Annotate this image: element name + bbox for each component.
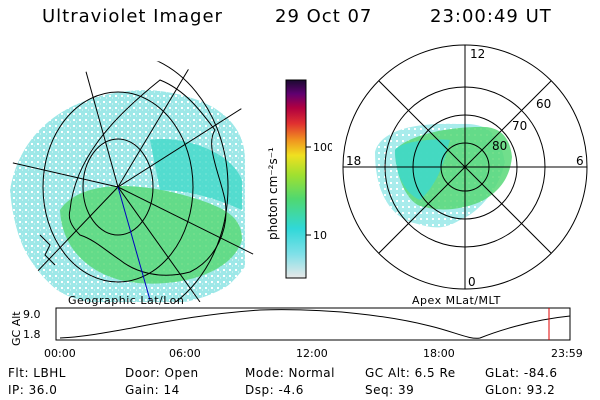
mlt-label-12: 12 (470, 47, 485, 61)
colorbar-tick-10: 10 (313, 229, 327, 242)
glat-value: GLat: -84.6 (485, 366, 558, 380)
polar-mlat-mlt-plot: 12 6 0 18 80 70 60 (342, 44, 588, 290)
seq-value: Seq: 39 (365, 383, 415, 397)
colorbar-legend: 100 10 photon cm⁻²s⁻¹ (266, 79, 332, 279)
time-label: 23:00:49 UT (430, 6, 552, 27)
flt-value: Flt: LBHL (8, 366, 66, 380)
mlat-label-80: 80 (492, 139, 507, 153)
altitude-xtick-0000: 00:00 (44, 347, 76, 360)
aurora-emission-region (60, 186, 242, 284)
ip-value: IP: 36.0 (8, 383, 58, 397)
altitude-xtick-2359: 23:59 (551, 347, 583, 360)
polar-caption: Apex MLat/MLT (412, 294, 501, 307)
altitude-xtick-1800: 18:00 (423, 347, 455, 360)
dsp-value: Dsp: -4.6 (245, 383, 304, 397)
geographic-caption: Geographic Lat/Lon (68, 294, 185, 307)
mode-value: Mode: Normal (245, 366, 335, 380)
mlat-label-70: 70 (512, 119, 527, 133)
altitude-xtick-0600: 06:00 (169, 347, 201, 360)
altitude-ylabel: GC Alt (10, 311, 23, 346)
altitude-curve (59, 309, 571, 339)
colorbar-gradient (285, 79, 307, 279)
colorbar-tick-100: 100 (313, 141, 332, 154)
mlat-label-60: 60 (536, 97, 551, 111)
gc-alt-value: GC Alt: 6.5 Re (365, 366, 456, 380)
mlt-label-6: 6 (576, 154, 584, 168)
antarctica-coastline (68, 79, 227, 276)
door-value: Door: Open (125, 366, 199, 380)
glon-value: GLon: 93.2 (485, 383, 556, 397)
instrument-title: Ultraviolet Imager (42, 6, 223, 27)
altitude-xtick-1200: 12:00 (296, 347, 328, 360)
mlt-label-0: 0 (468, 275, 476, 289)
geographic-map-panel (10, 60, 256, 302)
altitude-ytick-9: 9.0 (23, 308, 41, 321)
mlt-label-18: 18 (346, 154, 361, 168)
altitude-ytick-1.8: 1.8 (23, 328, 41, 341)
gc-altitude-plot: GC Alt 9.0 1.8 00:00 06:00 12:00 18:00 2… (10, 307, 583, 360)
date-label: 29 Oct 07 (275, 6, 373, 27)
colorbar-unit-label: photon cm⁻²s⁻¹ (266, 147, 280, 240)
gain-value: Gain: 14 (125, 383, 180, 397)
